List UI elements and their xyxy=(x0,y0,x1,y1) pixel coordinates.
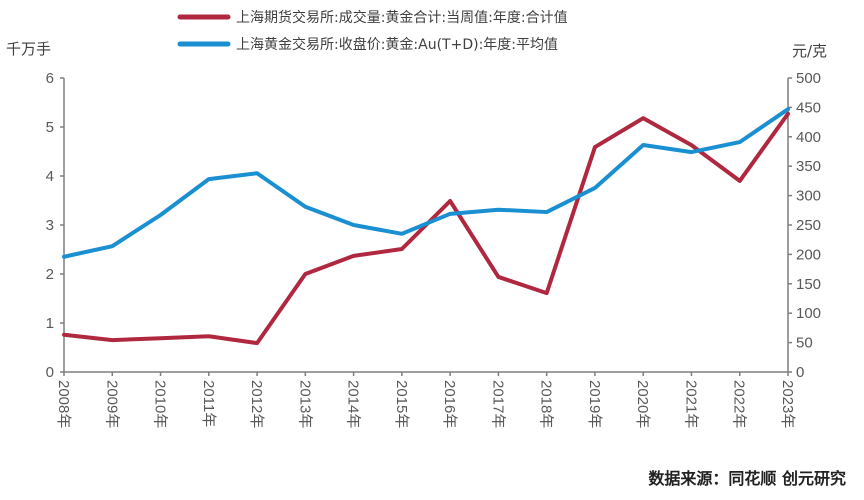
x-tick-label: 2015年 xyxy=(393,380,410,428)
right-tick-label: 150 xyxy=(796,276,821,293)
x-tick-label: 2023年 xyxy=(779,380,796,428)
x-tick-label: 2021年 xyxy=(682,380,699,428)
right-tick-label: 200 xyxy=(796,246,821,263)
x-tick-label: 2022年 xyxy=(731,380,748,428)
left-tick-label: 4 xyxy=(46,168,54,185)
left-tick-label: 2 xyxy=(46,266,54,283)
left-tick-label: 5 xyxy=(46,119,54,136)
right-tick-label: 400 xyxy=(796,129,821,146)
right-axis-unit: 元/克 xyxy=(792,42,827,60)
x-tick-label: 2010年 xyxy=(152,380,169,428)
left-tick-label: 0 xyxy=(46,364,54,381)
x-tick-label: 2011年 xyxy=(200,380,217,427)
right-tick-label: 250 xyxy=(796,217,821,234)
x-tick-label: 2013年 xyxy=(296,380,313,428)
right-tick-label: 100 xyxy=(796,305,821,322)
volume-series-line xyxy=(62,111,790,346)
x-tick-label: 2019年 xyxy=(586,380,603,428)
right-tick-label: 450 xyxy=(796,99,821,116)
left-axis-unit: 千万手 xyxy=(6,40,51,58)
x-tick-label: 2018年 xyxy=(538,380,555,428)
x-tick-label: 2016年 xyxy=(441,380,458,428)
x-tick-label: 2012年 xyxy=(248,380,265,428)
x-tick-label: 2020年 xyxy=(634,380,651,428)
source-note: 数据来源：同花顺 创元研究 xyxy=(648,469,846,488)
x-tick-label: 2008年 xyxy=(55,380,72,428)
right-tick-label: 500 xyxy=(796,70,821,87)
right-tick-label: 50 xyxy=(796,335,813,352)
x-tick-label: 2017年 xyxy=(489,380,506,428)
right-tick-label: 350 xyxy=(796,158,821,175)
x-tick-label: 2009年 xyxy=(103,380,120,428)
right-tick-label: 300 xyxy=(796,188,821,205)
x-tick-label: 2014年 xyxy=(345,380,362,428)
price-series-line xyxy=(62,107,790,259)
legend: 上海期货交易所:成交量:黄金合计:当周值:年度:合计值 上海黄金交易所:收盘价:… xyxy=(177,9,568,53)
legend-label-price: 上海黄金交易所:收盘价:黄金:Au(T+D):年度:平均值 xyxy=(236,36,558,53)
left-tick-label: 3 xyxy=(46,217,54,234)
left-tick-label: 6 xyxy=(46,70,54,87)
right-tick-label: 0 xyxy=(796,364,804,381)
legend-label-volume: 上海期货交易所:成交量:黄金合计:当周值:年度:合计值 xyxy=(236,9,568,26)
left-tick-label: 1 xyxy=(46,315,54,332)
